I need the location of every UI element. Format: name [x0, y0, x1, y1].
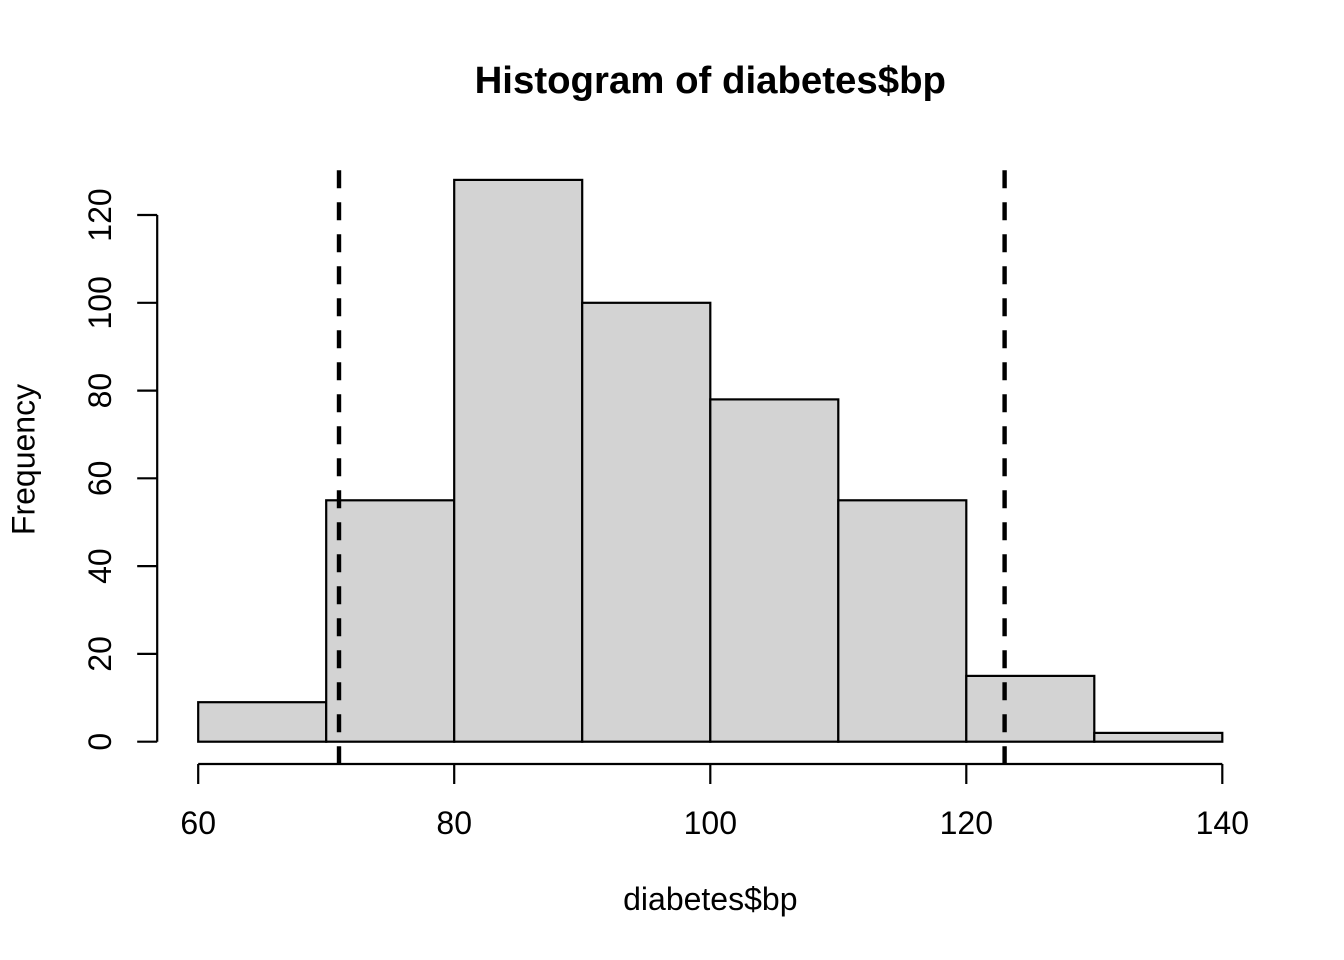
- svg-text:diabetes$bp: diabetes$bp: [623, 881, 797, 917]
- svg-text:Frequency: Frequency: [5, 384, 41, 535]
- svg-text:80: 80: [82, 373, 118, 409]
- svg-text:40: 40: [82, 548, 118, 584]
- svg-text:60: 60: [82, 461, 118, 497]
- svg-text:100: 100: [684, 805, 737, 841]
- svg-text:80: 80: [436, 805, 472, 841]
- svg-text:60: 60: [180, 805, 216, 841]
- svg-text:0: 0: [82, 733, 118, 751]
- svg-text:120: 120: [940, 805, 993, 841]
- svg-text:20: 20: [82, 636, 118, 672]
- svg-text:100: 100: [82, 276, 118, 329]
- svg-text:140: 140: [1196, 805, 1249, 841]
- svg-text:120: 120: [82, 188, 118, 241]
- svg-text:Histogram of diabetes$bp: Histogram of diabetes$bp: [475, 59, 946, 102]
